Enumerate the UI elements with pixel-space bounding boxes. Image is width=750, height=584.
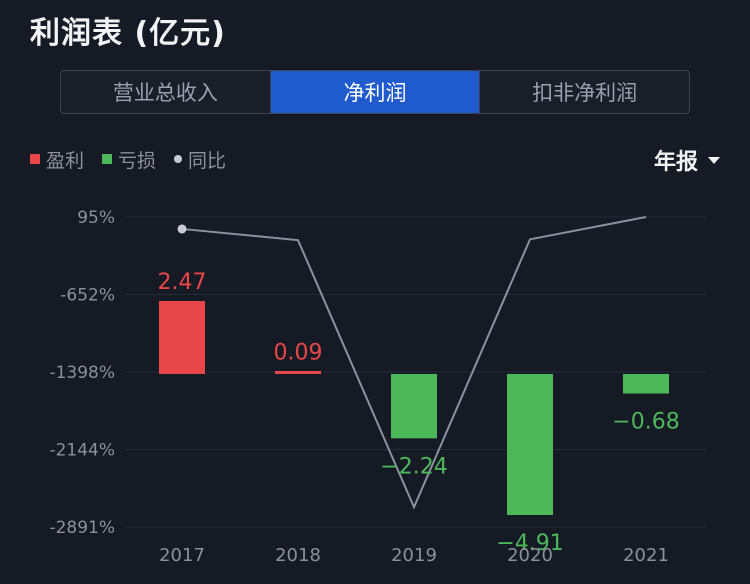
yoy-line [177, 216, 647, 510]
legend-item-loss: 亏损 [102, 146, 156, 173]
right-axis-ticks: 95% -652% -1398% -2144% -2891% [49, 208, 115, 538]
legend-label-loss: 亏损 [118, 149, 157, 172]
x-tick-label: 2018 [275, 545, 321, 566]
legend-dot-yoy [174, 155, 183, 163]
legend-label-profit: 盈利 [46, 149, 85, 172]
bar-value-labels: 2.47 0.09 −2.24 −4.91 −0.68 [158, 270, 680, 556]
period-selector[interactable]: 年报 [654, 144, 720, 176]
axis-tick-label: -652% [60, 286, 115, 306]
grid-lines [125, 216, 705, 528]
page-title: 利润表 (亿元) [30, 16, 226, 51]
value-label-2021: −0.68 [612, 410, 679, 435]
bar-2018[interactable] [275, 371, 321, 374]
x-axis-ticks: 2017 2018 2019 2020 2021 [159, 545, 669, 566]
value-label-2020: −4.91 [496, 531, 563, 556]
bar-2017[interactable] [159, 301, 205, 374]
legend-swatch-loss [102, 154, 113, 164]
tab-net-profit[interactable]: 净利润 [270, 71, 481, 113]
bars [159, 301, 669, 515]
legend-label-yoy: 同比 [188, 149, 227, 172]
axis-tick-label: 95% [77, 208, 115, 228]
value-label-2017: 2.47 [158, 270, 207, 295]
axis-tick-label: -2144% [49, 440, 115, 460]
yoy-point-start [177, 224, 187, 234]
caret-down-icon [708, 156, 720, 164]
x-tick-label: 2020 [507, 545, 553, 566]
legend-swatch-profit [30, 154, 40, 164]
value-label-2018: 0.09 [274, 340, 323, 365]
bar-2021[interactable] [623, 374, 669, 394]
tab-deducted-net-profit[interactable]: 扣非净利润 [532, 81, 638, 105]
x-tick-label: 2019 [391, 545, 437, 566]
axis-tick-label: -1398% [49, 363, 115, 383]
axis-tick-label: -2891% [49, 518, 115, 538]
yoy-polyline [181, 216, 647, 510]
value-label-2019: −2.24 [380, 454, 447, 479]
legend-item-yoy: 同比 [174, 146, 226, 173]
chart-legend: 盈利 亏损 同比 [30, 146, 244, 172]
tab-total-revenue[interactable]: 营业总收入 [61, 71, 271, 113]
bar-2020[interactable] [507, 374, 553, 515]
period-selector-label: 年报 [653, 150, 698, 175]
metric-tabs: 营业总收入 净利润 扣非净利润 [60, 70, 690, 114]
bar-2019[interactable] [391, 374, 437, 439]
x-tick-label: 2017 [159, 545, 205, 566]
x-tick-label: 2021 [623, 545, 669, 566]
legend-item-profit: 盈利 [30, 146, 84, 173]
